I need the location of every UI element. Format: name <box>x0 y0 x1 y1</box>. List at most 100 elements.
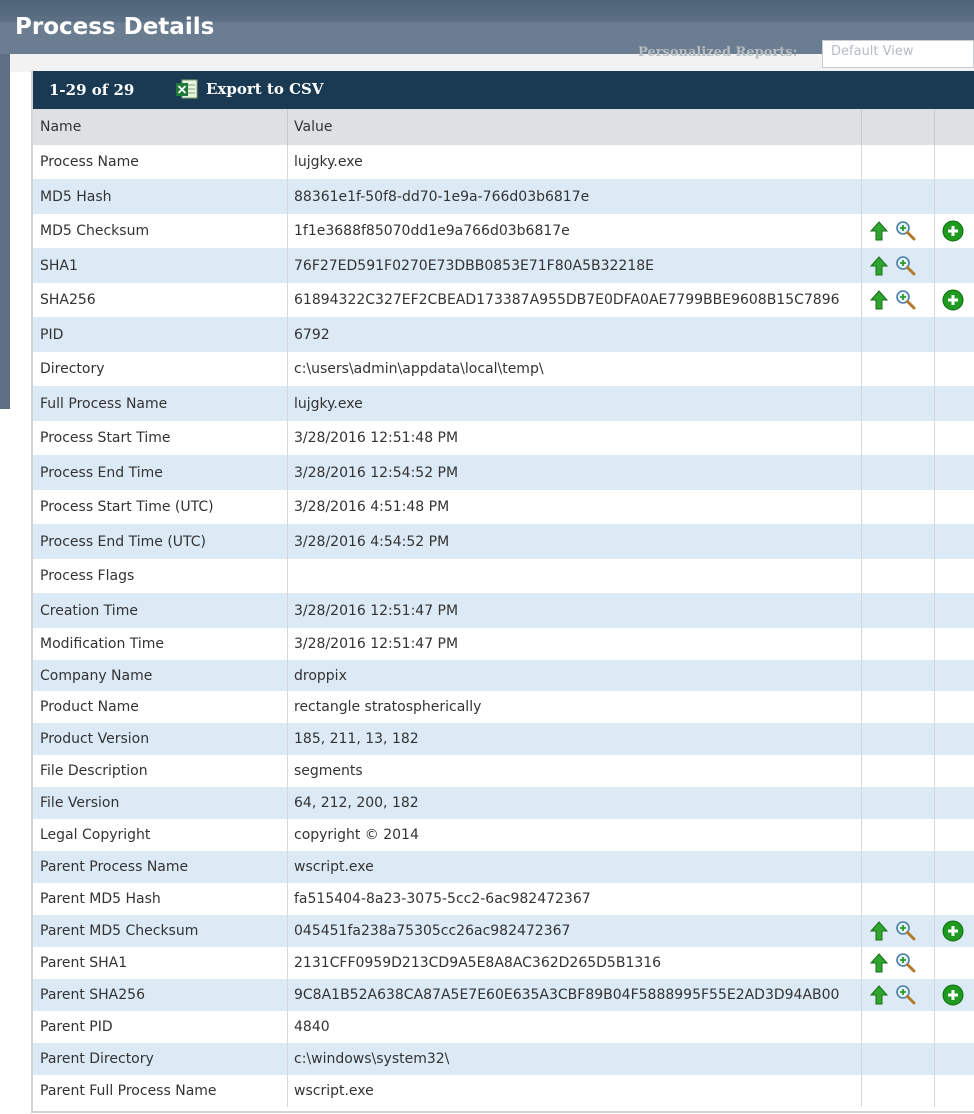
table-row: Parent SHA1 2131CFF0959D213CD9A5E8A8AC362… <box>33 947 974 979</box>
row-value-cell: rectangle stratospherically <box>288 691 862 723</box>
row-name-cell: Parent MD5 Checksum <box>33 915 288 947</box>
magnifier-plus-icon[interactable] <box>895 952 917 974</box>
row-add-cell <box>935 559 974 593</box>
green-plus-circle-icon[interactable] <box>942 220 964 242</box>
green-up-arrow-icon[interactable] <box>869 255 889 277</box>
green-plus-circle-icon[interactable] <box>942 984 964 1006</box>
row-actions-cell <box>862 851 935 883</box>
row-name-cell: SHA256 <box>33 283 288 317</box>
export-csv-button[interactable]: Export to CSV <box>175 78 324 100</box>
row-add-cell <box>935 1011 974 1043</box>
row-actions-cell <box>862 1075 935 1107</box>
row-value-cell: c:\windows\system32\ <box>288 1043 862 1075</box>
green-plus-circle-icon[interactable] <box>942 920 964 942</box>
table-row: Process Start Time 3/28/2016 12:51:48 PM <box>33 421 974 455</box>
row-name-cell: MD5 Hash <box>33 179 288 214</box>
magnifier-plus-icon[interactable] <box>895 984 917 1006</box>
row-add-cell <box>935 490 974 524</box>
row-value-cell: 185, 211, 13, 182 <box>288 723 862 755</box>
table-row: Company Name droppix <box>33 660 974 691</box>
row-name-cell: Creation Time <box>33 593 288 628</box>
column-header-name[interactable]: Name <box>33 109 288 145</box>
background-strip <box>0 54 10 409</box>
process-details-panel: 1-29 of 29 Export to CSV Name Value Proc… <box>31 71 974 1113</box>
row-value-cell: fa515404-8a23-3075-5cc2-6ac982472367 <box>288 883 862 915</box>
table-row: Parent SHA256 9C8A1B52A638CA87A5E7E60E635… <box>33 979 974 1011</box>
table-row: Parent MD5 Checksum 045451fa238a75305cc26… <box>33 915 974 947</box>
row-name-cell: File Version <box>33 787 288 819</box>
row-actions-cell <box>862 559 935 593</box>
row-actions-cell <box>862 248 935 283</box>
row-value-cell: 3/28/2016 4:51:48 PM <box>288 490 862 524</box>
page-title: Process Details <box>15 14 215 40</box>
row-add-cell <box>935 660 974 691</box>
row-actions-cell <box>862 660 935 691</box>
row-value-cell <box>288 559 862 593</box>
row-value-cell: 61894322C327EF2CBEAD173387A955DB7E0DFA0A… <box>288 283 862 317</box>
table-row: Directory c:\users\admin\appdata\local\te… <box>33 352 974 386</box>
column-header-value[interactable]: Value <box>288 109 862 145</box>
table-row: PID 6792 <box>33 317 974 352</box>
grid-toolbar: 1-29 of 29 Export to CSV <box>33 71 974 109</box>
row-add-cell <box>935 755 974 787</box>
row-actions-cell <box>862 628 935 660</box>
row-add-cell <box>935 1043 974 1075</box>
row-value-cell: 9C8A1B52A638CA87A5E7E60E635A3CBF89B04F58… <box>288 979 862 1011</box>
row-add-cell <box>935 283 974 317</box>
row-name-cell: Parent Full Process Name <box>33 1075 288 1107</box>
row-name-cell: Process End Time (UTC) <box>33 524 288 559</box>
row-value-cell: segments <box>288 755 862 787</box>
row-value-cell: 3/28/2016 12:51:47 PM <box>288 593 862 628</box>
row-actions-cell <box>862 979 935 1011</box>
row-add-cell <box>935 317 974 352</box>
record-range: 1-29 of 29 <box>49 81 135 99</box>
table-row: MD5 Checksum 1f1e3688f85070dd1e9a766d03b6… <box>33 214 974 248</box>
table-row: Process Name lujgky.exe <box>33 145 974 179</box>
row-actions-cell <box>862 915 935 947</box>
excel-icon <box>176 79 198 99</box>
row-add-cell <box>935 352 974 386</box>
green-up-arrow-icon[interactable] <box>869 984 889 1006</box>
green-plus-circle-icon[interactable] <box>942 289 964 311</box>
row-value-cell: lujgky.exe <box>288 145 862 179</box>
row-add-cell <box>935 947 974 979</box>
row-name-cell: Legal Copyright <box>33 819 288 851</box>
row-value-cell: copyright © 2014 <box>288 819 862 851</box>
row-value-cell: 88361e1f-50f8-dd70-1e9a-766d03b6817e <box>288 179 862 214</box>
magnifier-plus-icon[interactable] <box>895 220 917 242</box>
row-actions-cell <box>862 386 935 421</box>
row-name-cell: Parent PID <box>33 1011 288 1043</box>
row-actions-cell <box>862 883 935 915</box>
row-value-cell: 3/28/2016 4:54:52 PM <box>288 524 862 559</box>
green-up-arrow-icon[interactable] <box>869 952 889 974</box>
magnifier-plus-icon[interactable] <box>895 289 917 311</box>
table-row: Parent MD5 Hash fa515404-8a23-3075-5cc2-6… <box>33 883 974 915</box>
row-add-cell <box>935 979 974 1011</box>
row-add-cell <box>935 145 974 179</box>
row-actions-cell <box>862 421 935 455</box>
table-row: Process End Time (UTC) 3/28/2016 4:54:52 … <box>33 524 974 559</box>
row-actions-cell <box>862 455 935 490</box>
table-row: Parent Directory c:\windows\system32\ <box>33 1043 974 1075</box>
row-add-cell <box>935 179 974 214</box>
row-value-cell: 2131CFF0959D213CD9A5E8A8AC362D265D5B1316 <box>288 947 862 979</box>
row-value-cell: 3/28/2016 12:51:48 PM <box>288 421 862 455</box>
column-header-add <box>935 109 974 145</box>
row-name-cell: Parent SHA256 <box>33 979 288 1011</box>
row-actions-cell <box>862 145 935 179</box>
table-row: Process Start Time (UTC) 3/28/2016 4:51:4… <box>33 490 974 524</box>
grid-body: Process Name lujgky.exe MD5 Hash 88361e1f-5… <box>33 145 974 1107</box>
green-up-arrow-icon[interactable] <box>869 289 889 311</box>
table-row: Parent PID 4840 <box>33 1011 974 1043</box>
magnifier-plus-icon[interactable] <box>895 255 917 277</box>
view-select[interactable]: Default View <box>822 40 974 68</box>
row-add-cell <box>935 248 974 283</box>
green-up-arrow-icon[interactable] <box>869 220 889 242</box>
row-add-cell <box>935 819 974 851</box>
green-up-arrow-icon[interactable] <box>869 920 889 942</box>
row-add-cell <box>935 524 974 559</box>
magnifier-plus-icon[interactable] <box>895 920 917 942</box>
row-value-cell: c:\users\admin\appdata\local\temp\ <box>288 352 862 386</box>
row-add-cell <box>935 455 974 490</box>
row-value-cell: wscript.exe <box>288 851 862 883</box>
